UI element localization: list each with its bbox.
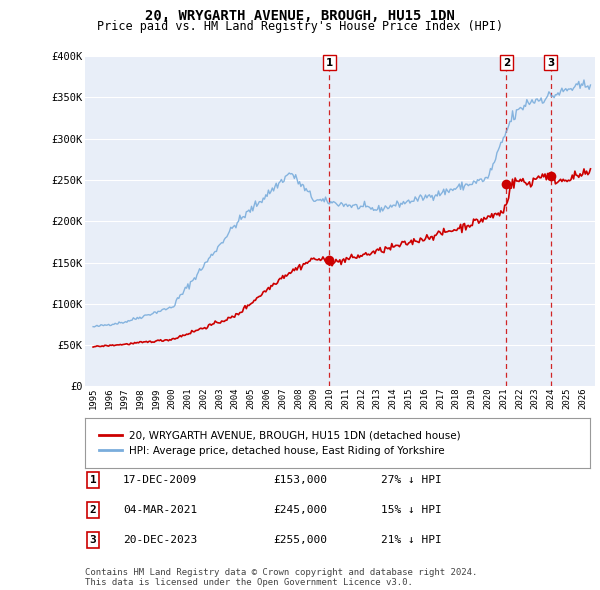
Text: 17-DEC-2009: 17-DEC-2009 bbox=[123, 475, 197, 485]
Text: 2: 2 bbox=[89, 505, 97, 515]
Text: 15% ↓ HPI: 15% ↓ HPI bbox=[381, 505, 442, 515]
Text: 3: 3 bbox=[89, 535, 97, 545]
Text: 04-MAR-2021: 04-MAR-2021 bbox=[123, 505, 197, 515]
Legend: 20, WRYGARTH AVENUE, BROUGH, HU15 1DN (detached house), HPI: Average price, deta: 20, WRYGARTH AVENUE, BROUGH, HU15 1DN (d… bbox=[95, 426, 464, 460]
Text: 20, WRYGARTH AVENUE, BROUGH, HU15 1DN: 20, WRYGARTH AVENUE, BROUGH, HU15 1DN bbox=[145, 9, 455, 23]
Text: 20-DEC-2023: 20-DEC-2023 bbox=[123, 535, 197, 545]
Text: Price paid vs. HM Land Registry's House Price Index (HPI): Price paid vs. HM Land Registry's House … bbox=[97, 20, 503, 33]
Text: 1: 1 bbox=[89, 475, 97, 485]
Text: £245,000: £245,000 bbox=[273, 505, 327, 515]
Text: 2: 2 bbox=[503, 58, 510, 68]
Text: 1: 1 bbox=[326, 58, 333, 68]
Text: Contains HM Land Registry data © Crown copyright and database right 2024.
This d: Contains HM Land Registry data © Crown c… bbox=[85, 568, 478, 587]
Text: £255,000: £255,000 bbox=[273, 535, 327, 545]
Text: 21% ↓ HPI: 21% ↓ HPI bbox=[381, 535, 442, 545]
Text: £153,000: £153,000 bbox=[273, 475, 327, 485]
Text: 27% ↓ HPI: 27% ↓ HPI bbox=[381, 475, 442, 485]
Text: 3: 3 bbox=[547, 58, 554, 68]
